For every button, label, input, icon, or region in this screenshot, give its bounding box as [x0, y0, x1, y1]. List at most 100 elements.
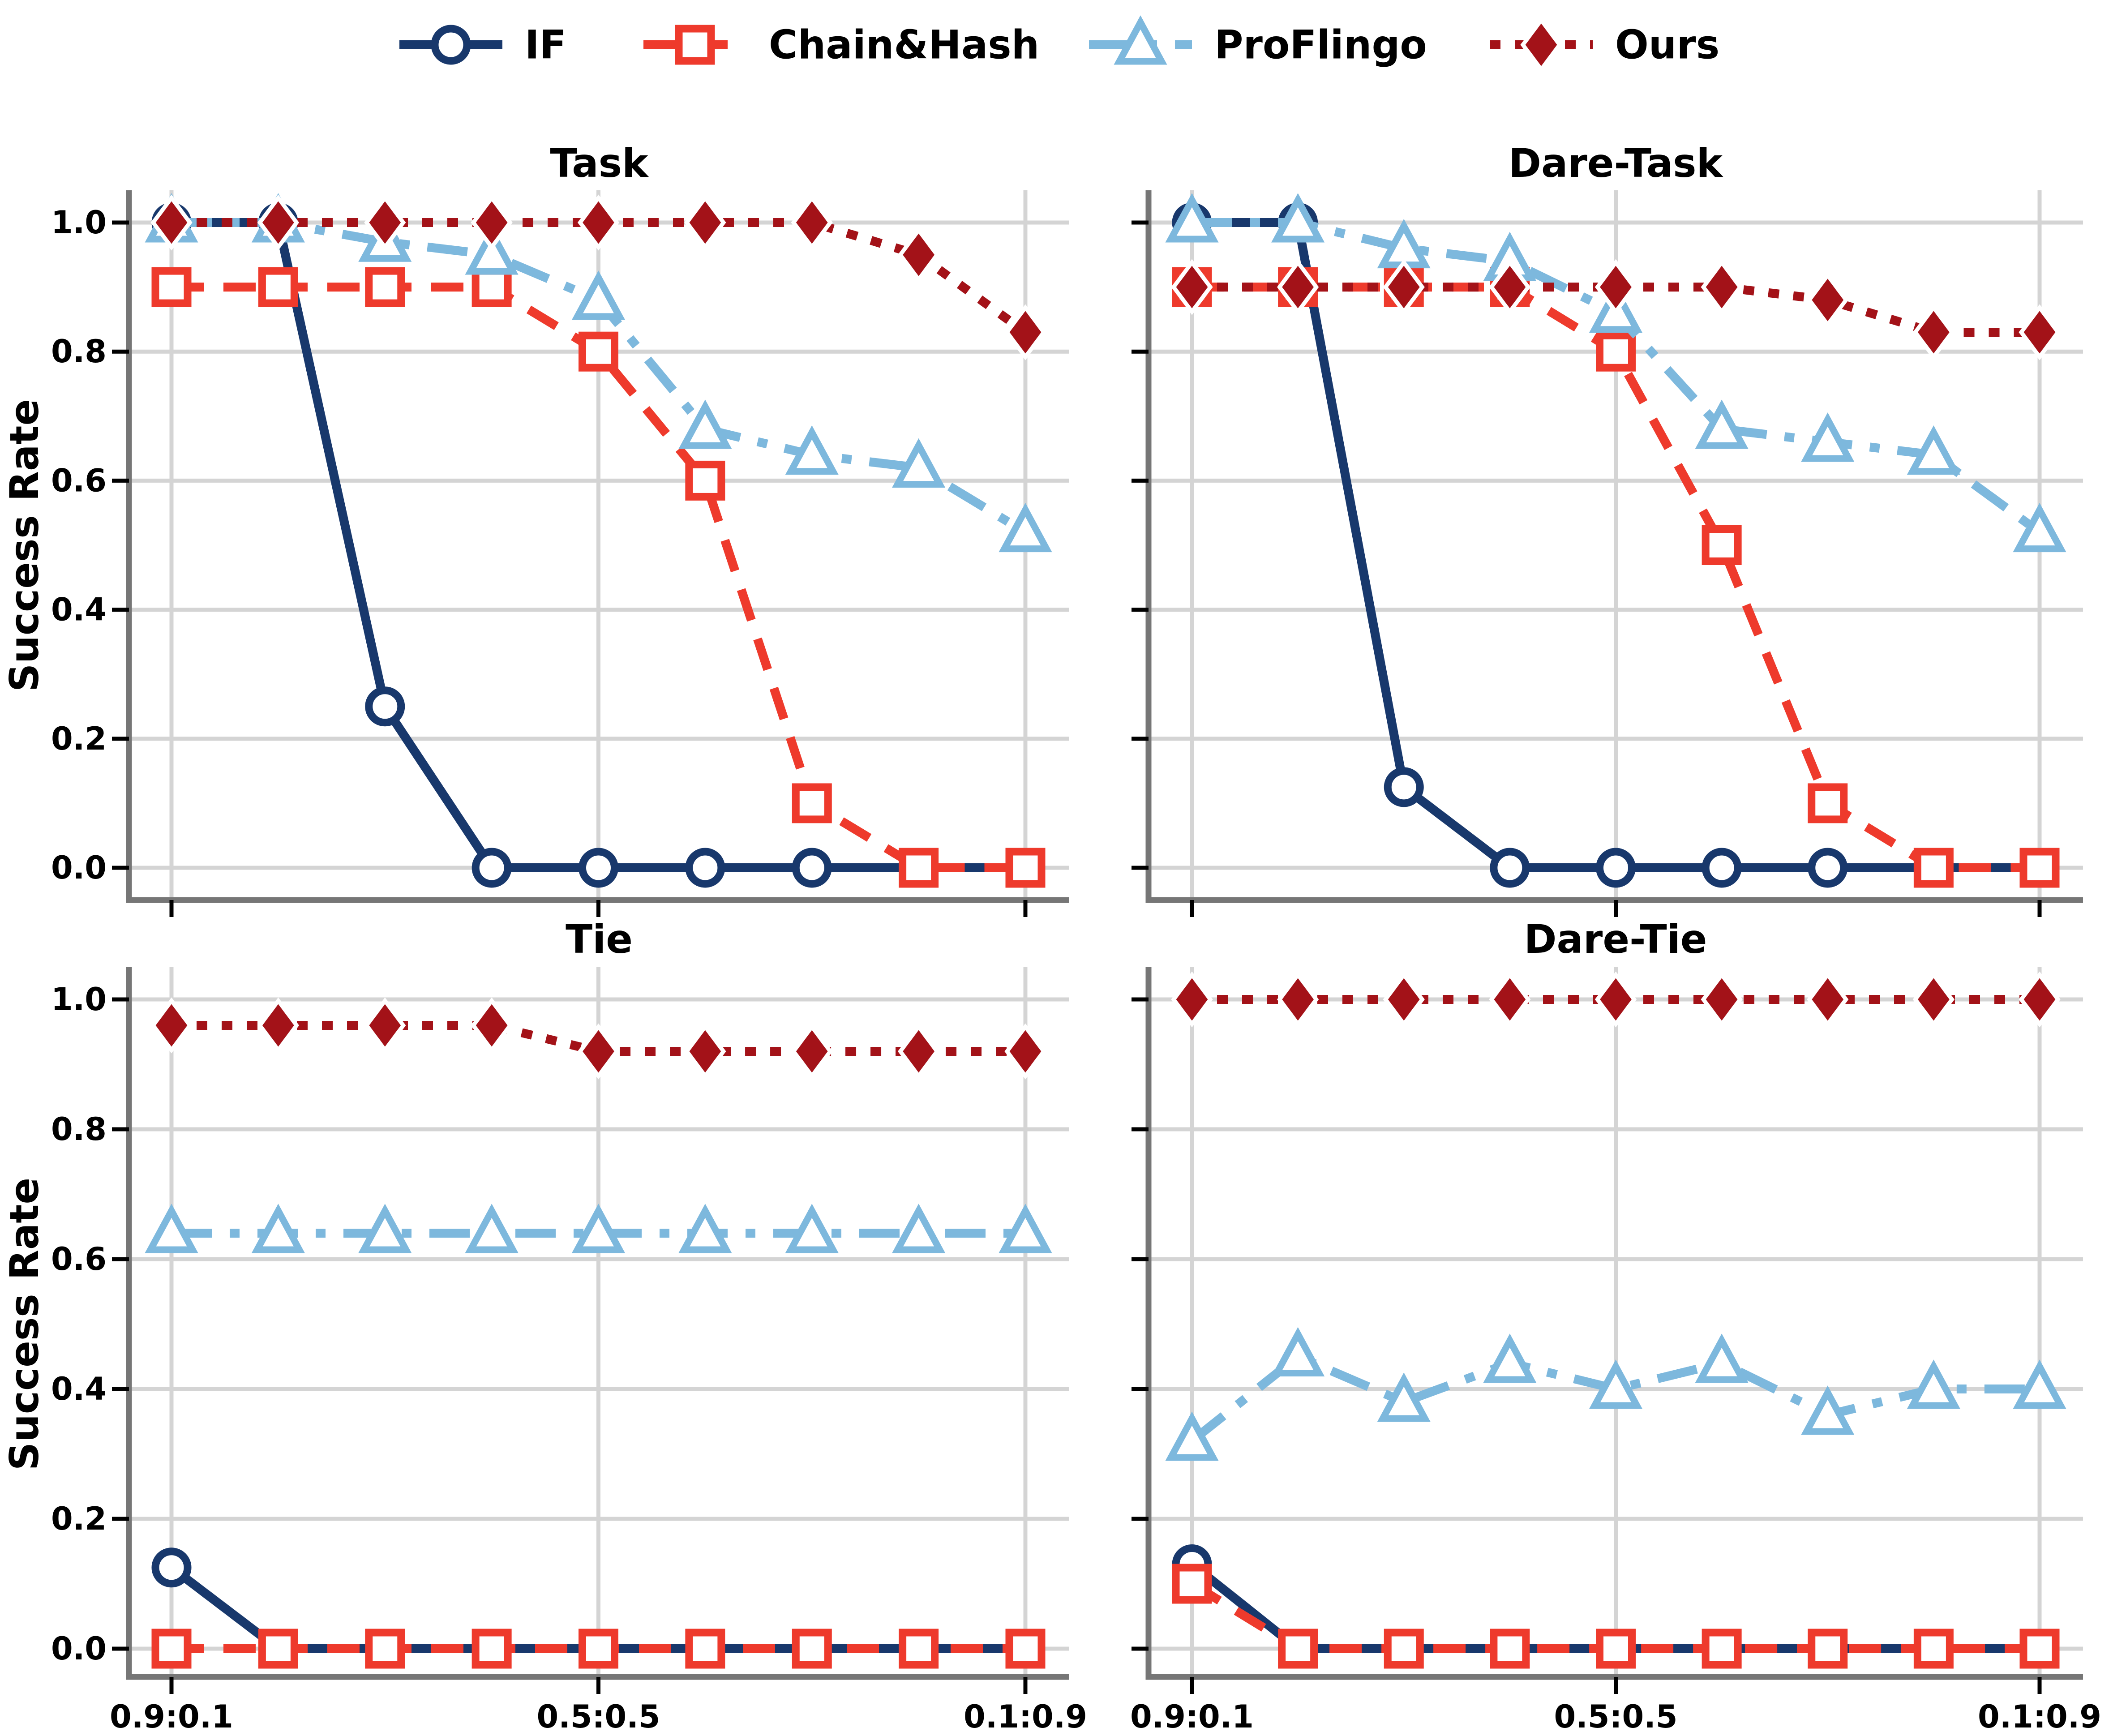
y-tick-label: 1.0 — [51, 204, 107, 241]
triangle-marker — [678, 399, 732, 449]
series-proflingo — [145, 1204, 1052, 1253]
square-marker — [471, 267, 512, 307]
square-marker — [792, 783, 832, 823]
y-tick-label: 0.0 — [51, 1630, 107, 1667]
square-marker — [1490, 1629, 1530, 1669]
triangle-marker — [571, 1204, 626, 1253]
square-marker — [151, 1629, 192, 1669]
diamond-marker — [1701, 971, 1743, 1028]
square-marker — [2019, 848, 2060, 888]
diamond-marker — [1171, 971, 1213, 1028]
triangle-marker — [2013, 1359, 2066, 1409]
diamond-marker — [364, 194, 406, 251]
square-marker — [792, 1629, 832, 1669]
diamond-marker — [898, 1023, 940, 1080]
diamond-marker — [1277, 971, 1319, 1028]
subplot-tie — [112, 967, 1069, 1694]
y-tick-label: 0.2 — [51, 1500, 107, 1537]
diamond-marker — [150, 194, 193, 251]
triangle-marker — [2013, 502, 2066, 553]
triangle-marker — [1165, 193, 1219, 243]
circle-marker — [1702, 848, 1742, 888]
x-tick-label: 0.9:0.1 — [1130, 1698, 1254, 1735]
square-marker — [1808, 1629, 1848, 1669]
diamond-marker — [791, 1023, 833, 1080]
triangle-marker — [1271, 193, 1325, 243]
diamond-marker — [1912, 971, 1955, 1028]
square-marker — [1596, 331, 1636, 372]
square-marker — [1384, 1629, 1424, 1669]
diamond-marker — [791, 194, 833, 251]
subplot-dare-tie — [1132, 967, 2083, 1694]
triangle-marker — [1907, 425, 1960, 475]
diamond-marker — [1520, 17, 1562, 73]
legend-label-ours: Ours — [1615, 22, 1719, 68]
y-tick-labels-top: 0.0 0.2 0.4 0.6 0.8 1.0 — [51, 204, 107, 886]
triangle-marker — [145, 1204, 198, 1253]
diamond-marker — [1489, 259, 1531, 315]
legend-label-if: IF — [525, 22, 566, 68]
series-chainhash — [1172, 1564, 2060, 1669]
triangle-marker — [1801, 1385, 1855, 1435]
triangle-marker — [1907, 1359, 1960, 1409]
legend-sample-if — [399, 25, 502, 65]
diamond-marker — [684, 194, 726, 251]
subplot-title-dare-task: Dare-Task — [1509, 140, 1724, 186]
triangle-marker — [785, 425, 839, 475]
diamond-marker — [471, 194, 513, 251]
legend-sample-ours — [1490, 17, 1593, 73]
y-tick-label: 0.4 — [51, 592, 107, 628]
square-marker — [1005, 848, 1046, 888]
series-ours — [150, 194, 1046, 360]
square-marker — [258, 1629, 298, 1669]
tick-marks — [1132, 220, 2042, 917]
square-marker — [685, 1629, 725, 1669]
triangle-marker — [251, 1204, 305, 1253]
circle-marker — [1596, 848, 1636, 888]
y-axis-label-top: Success Rate — [1, 399, 47, 692]
legend: IF Chain&Hash ProFlingo Ours — [399, 15, 1719, 73]
x-tick-labels: 0.9:0.1 0.5:0.5 0.1:0.9 0.9:0.1 0.5:0.5 … — [110, 1698, 2101, 1735]
y-tick-labels-bottom: 0.0 0.2 0.4 0.6 0.8 1.0 — [51, 981, 107, 1667]
series-ours — [1171, 971, 2061, 1028]
square-marker — [1913, 1629, 1954, 1669]
x-tick-label: 0.1:0.9 — [964, 1698, 1087, 1735]
circle-marker — [685, 848, 725, 888]
diamond-marker — [1594, 971, 1637, 1028]
square-marker — [151, 267, 192, 307]
series-proflingo — [1165, 1327, 2066, 1461]
x-tick-label: 0.5:0.5 — [1554, 1698, 1677, 1735]
y-tick-label: 0.6 — [51, 462, 107, 499]
square-marker — [1702, 525, 1742, 565]
diamond-marker — [1594, 259, 1637, 315]
square-marker — [579, 331, 618, 372]
diamond-marker — [1807, 272, 1849, 328]
square-marker — [1172, 1564, 1212, 1604]
square-marker — [1702, 1629, 1742, 1669]
diamond-marker — [257, 194, 299, 251]
square-marker — [685, 460, 725, 501]
tick-marks — [112, 220, 1028, 917]
diamond-marker — [150, 997, 193, 1054]
series-chainhash — [151, 267, 1046, 888]
triangle-marker — [1271, 1327, 1325, 1376]
series-ours — [150, 997, 1046, 1080]
diamond-marker — [1383, 259, 1425, 315]
triangle-marker — [999, 1204, 1052, 1253]
square-marker — [471, 1629, 512, 1669]
circle-marker — [792, 848, 832, 888]
triangle-marker — [571, 270, 626, 320]
y-axis-label-bottom: Success Rate — [1, 1178, 47, 1470]
triangle-marker — [1695, 399, 1749, 449]
legend-sample-proflingo — [1089, 15, 1192, 65]
diamond-marker — [364, 997, 406, 1054]
diamond-marker — [1807, 971, 1849, 1028]
diamond-marker — [1912, 304, 1955, 360]
circle-marker — [151, 1547, 192, 1588]
diamond-marker — [1004, 304, 1046, 360]
series-chainhash — [151, 1629, 1046, 1669]
triangle-marker — [1165, 1411, 1219, 1461]
diamond-marker — [257, 997, 299, 1054]
